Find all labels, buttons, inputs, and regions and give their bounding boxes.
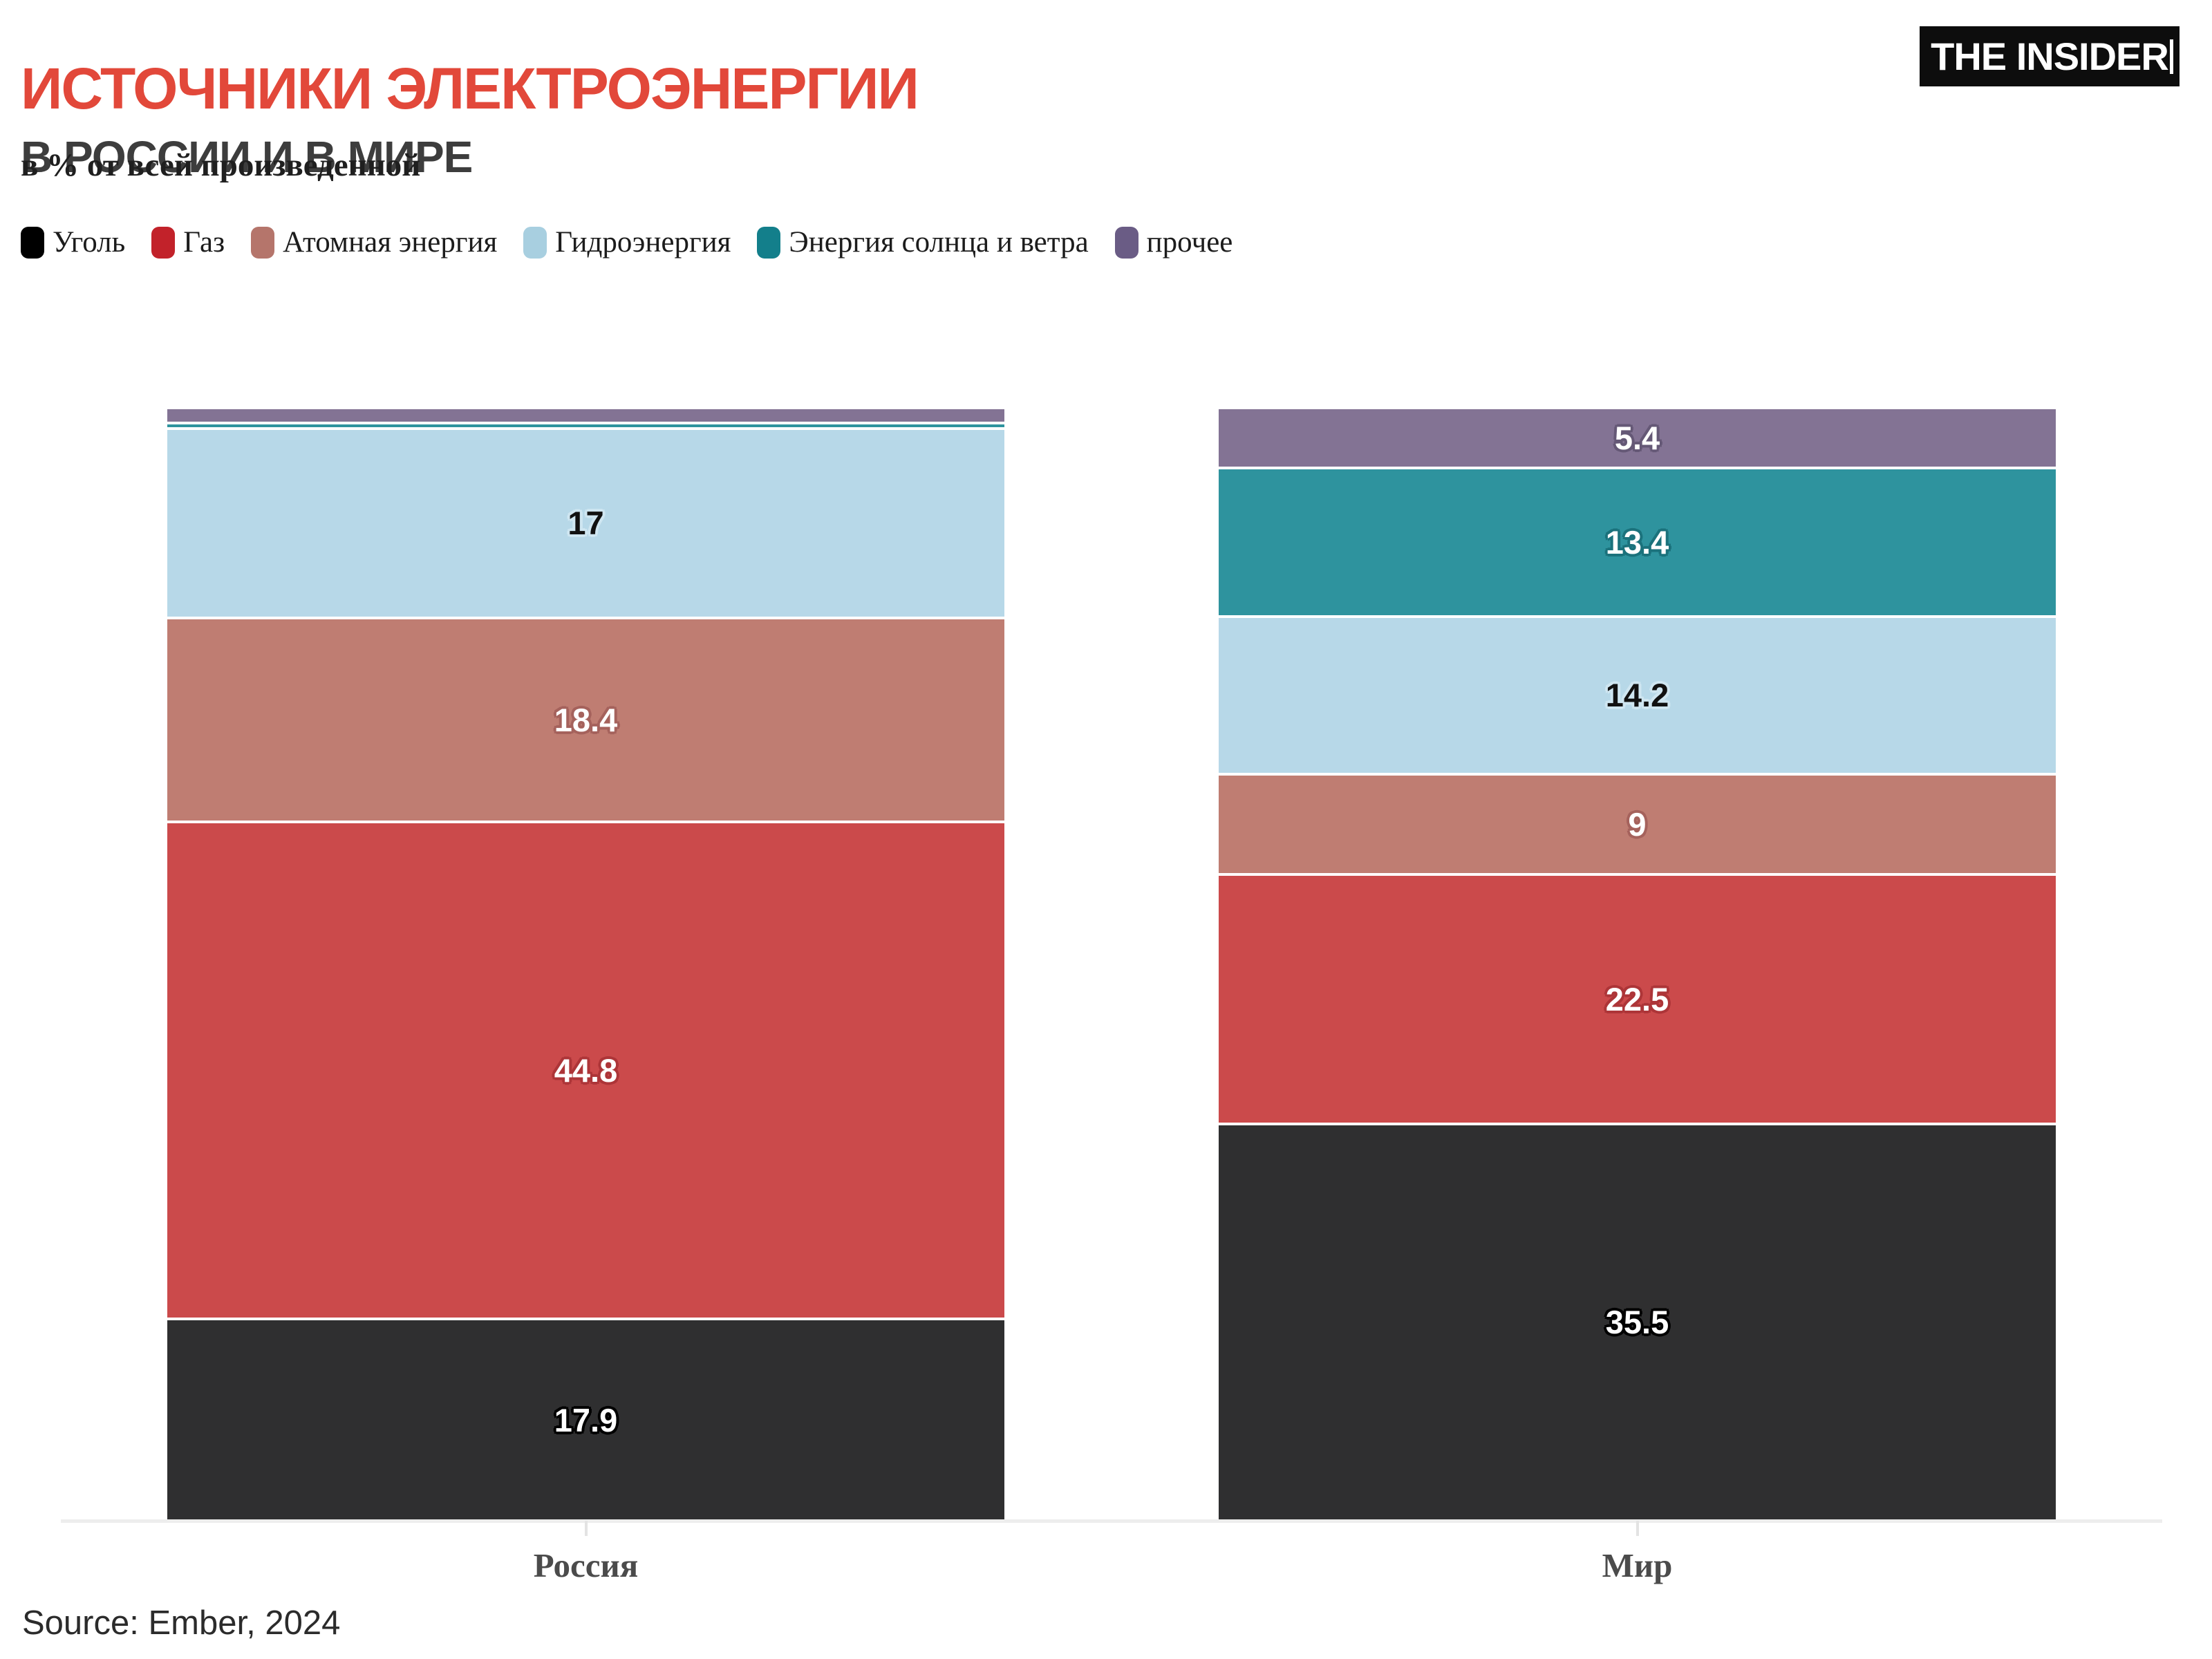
logo-divider-bar — [2170, 39, 2173, 74]
segment-value-label: 18.4 — [554, 701, 618, 738]
segment-value-label: 22.5 — [1605, 980, 1669, 1018]
axis-tick — [584, 1521, 588, 1536]
bar-segment: 22.5 — [1219, 875, 2056, 1125]
legend-label: прочее — [1146, 226, 1233, 259]
logo-text: THE INSIDER — [1931, 35, 2169, 78]
bar-segment: 18.4 — [167, 619, 1004, 823]
legend-swatch-icon — [151, 226, 176, 259]
segment-value-label: 35.5 — [1605, 1304, 1669, 1341]
bar-segment: 35.5 — [1219, 1125, 2056, 1519]
bar-segment: 9 — [1219, 775, 2056, 876]
legend-item: Атомная энергия — [251, 225, 497, 259]
the-insider-logo: THE INSIDER — [1920, 26, 2180, 86]
legend-swatch-icon — [251, 226, 275, 259]
segment-value-label: 13.4 — [1605, 523, 1669, 561]
segment-value-label: 14.2 — [1605, 677, 1669, 714]
segment-value-label: 9 — [1628, 805, 1647, 843]
legend-swatch-icon — [523, 226, 547, 259]
legend-label: Атомная энергия — [283, 226, 498, 259]
bar-segment: 17 — [167, 430, 1004, 619]
legend-swatch-icon — [1114, 226, 1138, 259]
stacked-bar-chart: 17 18.4 44.8 17.9 Россия 5.4 13.4 14.2 9 22.5 35.5… — [61, 409, 2162, 1584]
legend-item: прочее — [1114, 225, 1233, 259]
bar-segment: 14.2 — [1219, 617, 2056, 776]
bar-segment: 17.9 — [167, 1320, 1004, 1519]
stacked-bar-russia: 17 18.4 44.8 17.9 — [167, 409, 1004, 1519]
axis-category-label: Мир — [1602, 1546, 1673, 1584]
legend-item: Энергия солнца и ветра — [757, 225, 1089, 259]
legend: Уголь Газ Атомная энергия Гидроэнергия Энерг… — [21, 225, 1232, 259]
legend-swatch-icon — [21, 226, 44, 259]
unit-note: в % от всей произведенной — [21, 147, 421, 183]
segment-value-label: 17.9 — [554, 1401, 618, 1438]
legend-label: Газ — [183, 226, 225, 259]
page-title: ИСТОЧНИКИ ЭЛЕКТРОЭНЕРГИИ — [21, 56, 919, 122]
page-subtitle: В РОССИИ И В МИРЕ — [21, 132, 473, 182]
stacked-bar-world: 5.4 13.4 14.2 9 22.5 35.5 — [1219, 409, 2056, 1519]
bar-segment — [167, 409, 1004, 425]
bar-segment: 5.4 — [1219, 409, 2056, 469]
axis-tick — [1635, 1521, 1639, 1536]
legend-label: Гидроэнергия — [555, 226, 731, 259]
legend-item: Газ — [151, 225, 225, 259]
bar-segment: 13.4 — [1219, 469, 2056, 618]
x-axis-line — [61, 1519, 2162, 1523]
bar-segment: 44.8 — [167, 823, 1004, 1321]
axis-category-label: Россия — [533, 1546, 639, 1584]
segment-value-label: 44.8 — [554, 1052, 618, 1089]
bar-segment — [167, 424, 1004, 431]
legend-label: Энергия солнца и ветра — [789, 226, 1089, 259]
segment-value-label: 17 — [568, 505, 604, 542]
legend-item: Гидроэнергия — [523, 225, 731, 259]
source-note: Source: Ember, 2024 — [22, 1604, 341, 1642]
legend-label: Уголь — [53, 226, 126, 259]
legend-item: Уголь — [21, 225, 125, 259]
segment-value-label: 5.4 — [1614, 419, 1660, 456]
legend-swatch-icon — [757, 226, 781, 259]
